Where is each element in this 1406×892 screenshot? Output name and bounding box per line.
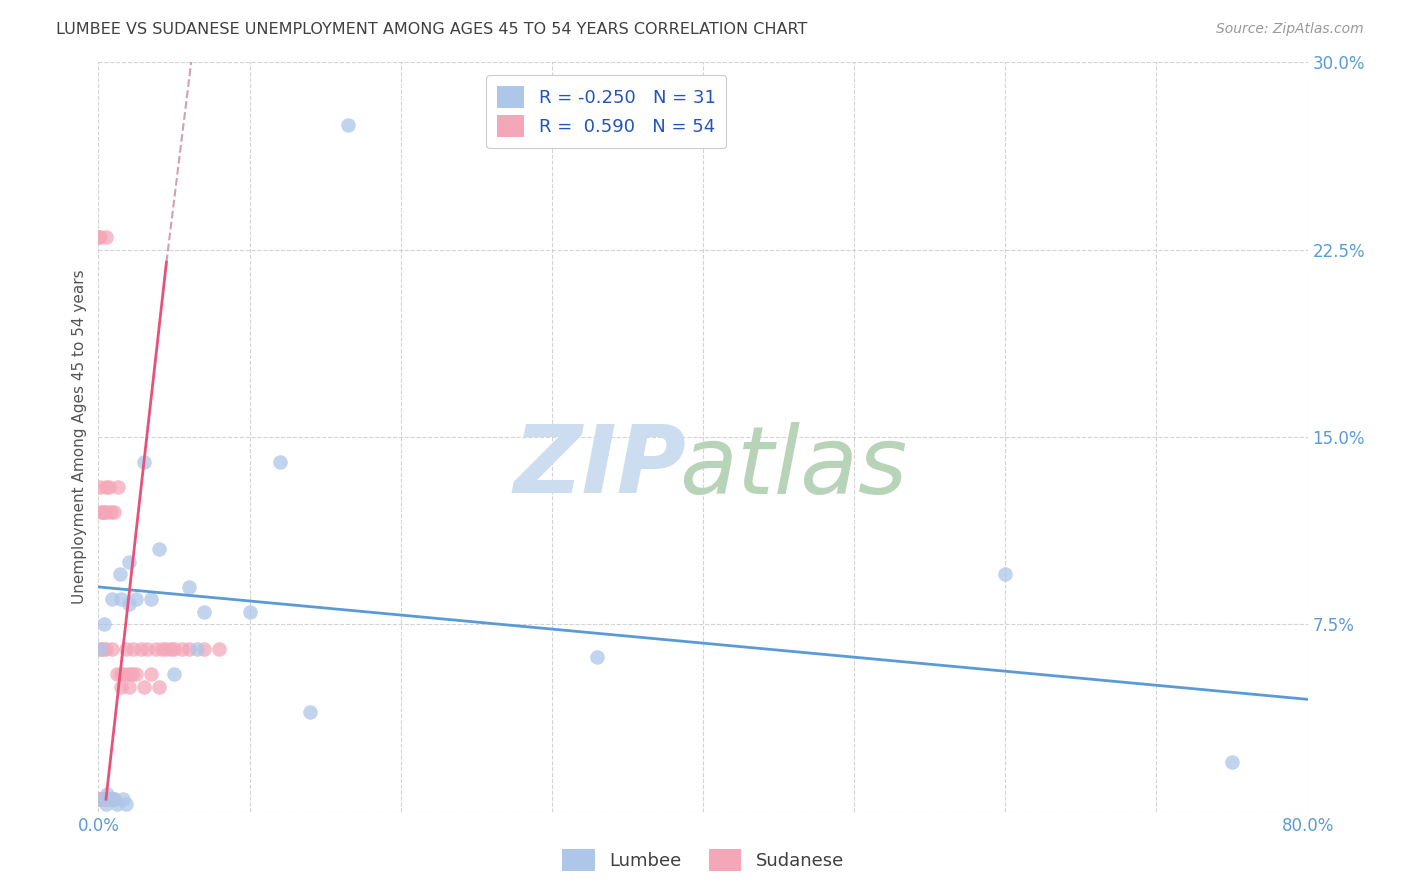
Text: atlas: atlas	[679, 422, 908, 513]
Legend: Lumbee, Sudanese: Lumbee, Sudanese	[555, 842, 851, 879]
Text: LUMBEE VS SUDANESE UNEMPLOYMENT AMONG AGES 45 TO 54 YEARS CORRELATION CHART: LUMBEE VS SUDANESE UNEMPLOYMENT AMONG AG…	[56, 22, 807, 37]
Legend: R = -0.250   N = 31, R =  0.590   N = 54: R = -0.250 N = 31, R = 0.590 N = 54	[486, 75, 727, 148]
Point	[193, 605, 215, 619]
Point	[90, 642, 112, 657]
Point	[239, 605, 262, 619]
Point	[111, 792, 134, 806]
Point	[110, 667, 132, 681]
Point	[107, 480, 129, 494]
Point	[103, 792, 125, 806]
Point	[91, 792, 114, 806]
Point	[108, 567, 131, 582]
Point	[91, 505, 114, 519]
Point	[186, 642, 208, 657]
Point	[155, 642, 177, 657]
Point	[103, 505, 125, 519]
Point	[125, 667, 148, 681]
Point	[1220, 755, 1243, 769]
Point	[93, 792, 115, 806]
Point	[94, 797, 117, 812]
Point	[132, 680, 155, 694]
Point	[121, 667, 143, 681]
Point	[125, 592, 148, 607]
Point	[170, 642, 193, 657]
Point	[141, 667, 163, 681]
Point	[269, 455, 291, 469]
Point	[96, 505, 118, 519]
Point	[994, 567, 1017, 582]
Point	[101, 642, 124, 657]
Point	[118, 680, 141, 694]
Point	[122, 642, 145, 657]
Point	[87, 792, 110, 806]
Point	[114, 642, 136, 657]
Point	[150, 642, 173, 657]
Point	[163, 642, 186, 657]
Point	[96, 792, 118, 806]
Point	[586, 649, 609, 664]
Point	[100, 792, 122, 806]
Point	[103, 792, 125, 806]
Point	[110, 680, 132, 694]
Point	[90, 792, 112, 806]
Text: ZIP: ZIP	[513, 421, 686, 513]
Point	[94, 230, 117, 244]
Point	[93, 505, 115, 519]
Point	[94, 792, 117, 806]
Point	[105, 667, 128, 681]
Point	[91, 792, 114, 806]
Point	[163, 667, 186, 681]
Point	[100, 792, 122, 806]
Point	[105, 797, 128, 812]
Point	[89, 642, 111, 657]
Point	[179, 580, 201, 594]
Point	[90, 505, 112, 519]
Point	[145, 642, 167, 657]
Point	[160, 642, 183, 657]
Point	[87, 230, 110, 244]
Point	[148, 542, 170, 557]
Point	[112, 667, 135, 681]
Point	[101, 792, 124, 806]
Point	[141, 592, 163, 607]
Point	[89, 230, 111, 244]
Point	[114, 797, 136, 812]
Point	[98, 480, 121, 494]
Point	[91, 642, 114, 657]
Point	[118, 555, 141, 569]
Point	[87, 230, 110, 244]
Point	[91, 792, 114, 806]
Point	[98, 792, 121, 806]
Point	[110, 592, 132, 607]
Point	[96, 787, 118, 801]
Point	[208, 642, 231, 657]
Point	[336, 118, 359, 132]
Point	[129, 642, 152, 657]
Point	[98, 792, 121, 806]
Point	[118, 667, 141, 681]
Point	[89, 480, 111, 494]
Point	[100, 505, 122, 519]
Y-axis label: Unemployment Among Ages 45 to 54 years: Unemployment Among Ages 45 to 54 years	[72, 269, 87, 605]
Text: Source: ZipAtlas.com: Source: ZipAtlas.com	[1216, 22, 1364, 37]
Point	[193, 642, 215, 657]
Point	[94, 480, 117, 494]
Point	[101, 592, 124, 607]
Point	[179, 642, 201, 657]
Point	[93, 617, 115, 632]
Point	[135, 642, 157, 657]
Point	[299, 705, 322, 719]
Point	[148, 680, 170, 694]
Point	[89, 792, 111, 806]
Point	[118, 598, 141, 612]
Point	[94, 642, 117, 657]
Point	[132, 455, 155, 469]
